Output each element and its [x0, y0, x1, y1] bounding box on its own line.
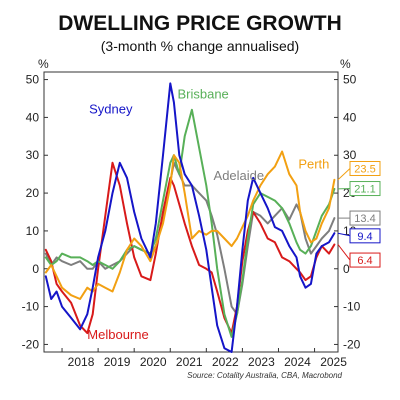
y-axis-left: -20 -10 0 10 20 30 40 50 — [22, 73, 48, 351]
y-tick-label-left: -10 — [22, 300, 40, 314]
x-tick-label: 2025 — [320, 355, 347, 369]
y-unit-left: % — [38, 57, 49, 71]
y-tick-label-right: 30 — [343, 148, 357, 162]
x-tick-label: 2018 — [68, 355, 95, 369]
y-tick-label-left: 0 — [32, 262, 39, 276]
series-label-melbourne: Melbourne — [87, 327, 148, 342]
end-value-melbourne: 6.4 — [357, 255, 372, 267]
series-label-adelaide: Adelaide — [214, 168, 265, 183]
chart-subtitle: (3-month % change annualised) — [100, 38, 300, 54]
end-label-connector — [337, 168, 351, 181]
y-tick-label-left: 30 — [26, 148, 40, 162]
series-line-sydney — [44, 82, 336, 353]
series-label-perth: Perth — [298, 156, 329, 171]
y-unit-right: % — [340, 57, 351, 71]
y-tick-label-right: 50 — [343, 73, 357, 87]
series-name-labels: Sydney Melbourne Brisbane Adelaide Perth — [87, 86, 329, 341]
plot-frame — [43, 71, 339, 353]
series-label-sydney: Sydney — [89, 102, 133, 117]
y-tick-label-left: -20 — [22, 337, 40, 351]
y-tick-label-left: 40 — [26, 110, 40, 124]
source-note: Source: Cotality Australia, CBA, Macrobo… — [187, 371, 342, 380]
series-lines — [44, 82, 336, 353]
x-tick-label: 2019 — [104, 355, 131, 369]
end-label-box — [349, 210, 381, 226]
end-label-box — [349, 228, 381, 244]
chart-title: DWELLING PRICE GROWTH — [58, 12, 342, 35]
y-tick-label-left: 10 — [26, 224, 40, 238]
x-tick-label: 2023 — [248, 355, 275, 369]
x-tick-label: 2020 — [140, 355, 167, 369]
x-axis: 2018 2019 2020 2021 2022 2023 2024 2025 — [61, 348, 347, 369]
end-value-brisbane: 21.1 — [354, 184, 375, 196]
end-value-sydney: 9.4 — [357, 231, 372, 243]
series-line-perth — [44, 150, 336, 300]
series-label-brisbane: Brisbane — [177, 86, 228, 101]
series-line-melbourne — [44, 161, 336, 335]
y-tick-label-right: 0 — [343, 262, 350, 276]
end-label-connector — [337, 232, 351, 237]
x-tick-label: 2024 — [284, 355, 311, 369]
end-value-perth: 23.5 — [354, 163, 375, 175]
end-label-box — [349, 252, 381, 268]
y-tick-label-right: 40 — [343, 110, 357, 124]
series-line-adelaide — [44, 161, 336, 316]
end-label-box — [349, 160, 381, 176]
x-tick-label: 2022 — [212, 355, 239, 369]
end-label-box — [349, 181, 381, 197]
y-tick-label-left: 50 — [26, 73, 40, 87]
y-tick-label-left: 20 — [26, 186, 40, 200]
end-value-labels: 9.4 6.4 21.1 13.4 23.5 — [337, 160, 381, 268]
series-line-brisbane — [44, 108, 336, 338]
end-label-connector — [337, 244, 351, 261]
y-tick-label-right: -10 — [343, 300, 361, 314]
x-tick-label: 2021 — [176, 355, 203, 369]
end-value-adelaide: 13.4 — [354, 213, 375, 225]
y-tick-label-right: -20 — [343, 337, 361, 351]
